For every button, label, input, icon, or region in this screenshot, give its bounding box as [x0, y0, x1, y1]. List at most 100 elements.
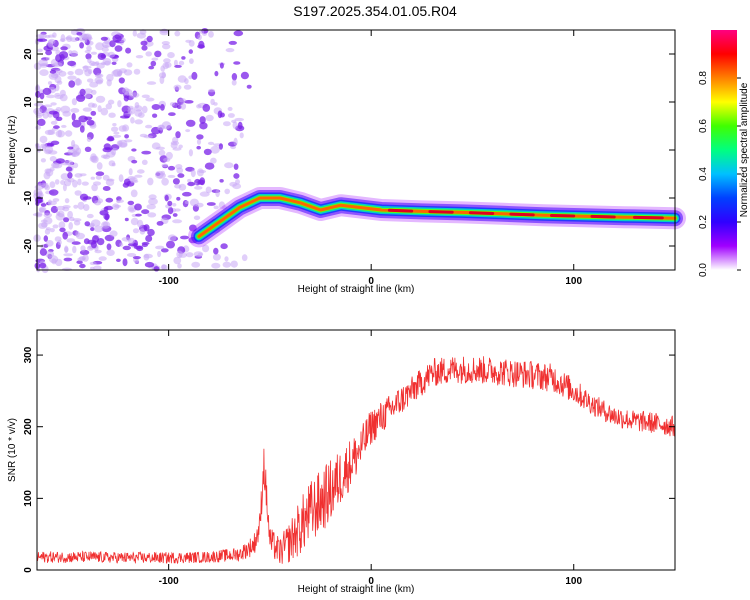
noise-blob	[54, 92, 61, 97]
noise-blob	[43, 104, 53, 108]
noise-blob	[213, 102, 218, 106]
noise-blob	[71, 119, 82, 128]
noise-blob	[217, 110, 223, 119]
noise-blob	[143, 224, 150, 232]
noise-blob	[59, 227, 66, 233]
noise-blob	[60, 46, 68, 51]
noise-blob	[133, 68, 141, 75]
noise-blob	[39, 135, 48, 144]
noise-blob	[160, 104, 165, 111]
noise-blob	[145, 235, 153, 242]
noise-blob	[81, 181, 89, 186]
noise-blob	[111, 61, 117, 65]
noise-blob	[93, 265, 102, 271]
noise-blob	[177, 173, 185, 178]
noise-blob	[49, 228, 55, 233]
noise-blob	[44, 35, 51, 39]
noise-blob	[39, 69, 49, 76]
y-tick-label: 100	[23, 490, 34, 507]
noise-blob	[143, 135, 153, 139]
snr-frame	[36, 329, 676, 571]
noise-blob	[105, 103, 113, 110]
figure-title: S197.2025.354.01.05.R04	[293, 3, 457, 19]
noise-blob	[106, 178, 115, 182]
noise-blob	[144, 261, 155, 268]
noise-blob	[54, 236, 62, 243]
noise-blob	[173, 84, 182, 91]
noise-blob	[173, 59, 178, 67]
noise-blob	[104, 147, 113, 151]
noise-blob	[109, 230, 118, 237]
noise-blob	[89, 261, 97, 266]
noise-blob	[199, 122, 208, 130]
noise-blob	[87, 102, 95, 108]
noise-blob	[87, 68, 93, 75]
noise-blob	[241, 254, 248, 262]
y-tick-label: 10	[23, 96, 34, 108]
noise-blob	[103, 45, 109, 48]
noise-blob	[141, 241, 150, 245]
noise-blob	[95, 175, 102, 180]
snr-x-label: Height of straight line (km)	[298, 584, 415, 595]
colorbar: 0.0 0.2 0.4 0.6 0.8 Normalized spectral ampl…	[698, 30, 750, 277]
noise-blob	[175, 164, 183, 170]
noise-blob	[65, 166, 73, 172]
noise-blob	[60, 180, 66, 185]
noise-blob	[33, 107, 43, 115]
noise-blob	[130, 217, 139, 226]
noise-blob	[131, 159, 138, 164]
noise-blob	[203, 148, 212, 156]
y-tick-label: -20	[23, 238, 34, 253]
noise-blob	[135, 213, 142, 217]
noise-blob	[126, 62, 133, 68]
noise-blob	[134, 203, 142, 211]
noise-blob	[95, 42, 104, 51]
noise-blob	[155, 170, 164, 179]
noise-blob	[174, 64, 182, 68]
noise-blob	[50, 205, 59, 214]
noise-blob	[55, 54, 62, 62]
noise-blob	[167, 165, 176, 171]
noise-blob	[83, 93, 92, 99]
noise-blob	[82, 65, 89, 72]
noise-blob	[141, 159, 148, 165]
noise-blob	[74, 173, 83, 178]
noise-blob	[93, 225, 104, 233]
noise-blob	[224, 162, 234, 169]
noise-blob	[83, 238, 90, 245]
noise-blob	[122, 245, 131, 251]
noise-blob	[172, 203, 177, 207]
noise-blob	[63, 217, 70, 223]
noise-blob	[72, 218, 82, 222]
noise-blob	[127, 107, 136, 115]
noise-blob	[53, 125, 60, 129]
noise-blob	[193, 215, 201, 221]
noise-blob	[130, 189, 138, 198]
noise-blob	[51, 162, 60, 169]
noise-blob	[79, 125, 85, 133]
noise-blob	[43, 235, 48, 242]
noise-blob	[172, 178, 180, 185]
noise-blob	[230, 260, 238, 268]
noise-blob	[136, 32, 146, 39]
noise-blob	[44, 145, 54, 154]
noise-blob	[128, 168, 133, 176]
noise-blob	[71, 113, 76, 121]
noise-blob	[66, 238, 76, 243]
noise-blob	[101, 47, 109, 52]
noise-blob	[49, 181, 56, 189]
noise-blob	[246, 84, 252, 89]
noise-blob	[156, 221, 164, 226]
noise-blob	[134, 102, 140, 109]
noise-blob	[147, 177, 154, 186]
noise-blob	[208, 88, 216, 93]
noise-blob	[170, 142, 178, 149]
noise-blob	[83, 204, 90, 211]
noise-blob	[58, 221, 66, 229]
noise-blob	[102, 221, 109, 227]
colorbar-tick-label: 0.0	[698, 263, 709, 277]
ridge-peak	[509, 212, 535, 217]
noise-blob	[214, 70, 219, 77]
noise-blob	[39, 262, 47, 269]
noise-blob	[204, 162, 215, 170]
